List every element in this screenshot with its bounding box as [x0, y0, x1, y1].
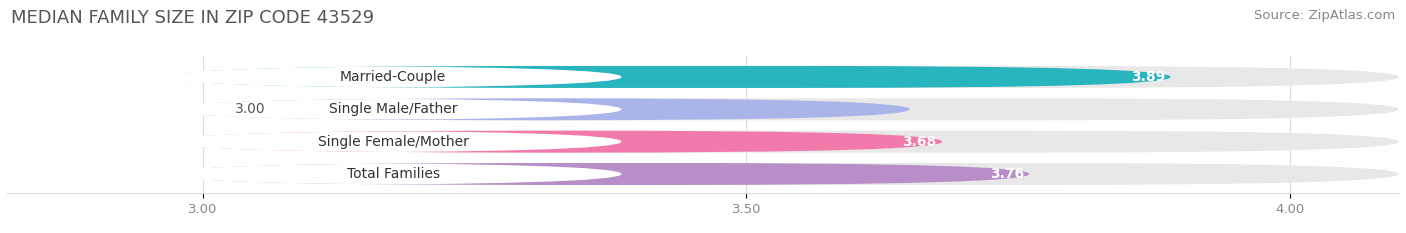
Text: MEDIAN FAMILY SIZE IN ZIP CODE 43529: MEDIAN FAMILY SIZE IN ZIP CODE 43529	[11, 9, 374, 27]
FancyBboxPatch shape	[170, 98, 1399, 120]
FancyBboxPatch shape	[170, 66, 1399, 88]
Text: 3.76: 3.76	[990, 167, 1024, 181]
FancyBboxPatch shape	[170, 131, 942, 153]
FancyBboxPatch shape	[165, 131, 621, 153]
FancyBboxPatch shape	[170, 131, 1399, 153]
FancyBboxPatch shape	[170, 163, 1399, 185]
FancyBboxPatch shape	[170, 66, 1171, 88]
Text: 3.00: 3.00	[235, 102, 266, 116]
Text: 3.68: 3.68	[903, 135, 936, 149]
Text: Total Families: Total Families	[346, 167, 440, 181]
FancyBboxPatch shape	[170, 98, 910, 120]
FancyBboxPatch shape	[165, 66, 621, 88]
FancyBboxPatch shape	[165, 98, 621, 120]
Text: Source: ZipAtlas.com: Source: ZipAtlas.com	[1254, 9, 1395, 22]
Text: Single Male/Father: Single Male/Father	[329, 102, 457, 116]
Text: Single Female/Mother: Single Female/Mother	[318, 135, 468, 149]
Text: Married-Couple: Married-Couple	[340, 70, 446, 84]
FancyBboxPatch shape	[165, 163, 621, 185]
FancyBboxPatch shape	[170, 163, 1029, 185]
Text: 3.89: 3.89	[1130, 70, 1166, 84]
